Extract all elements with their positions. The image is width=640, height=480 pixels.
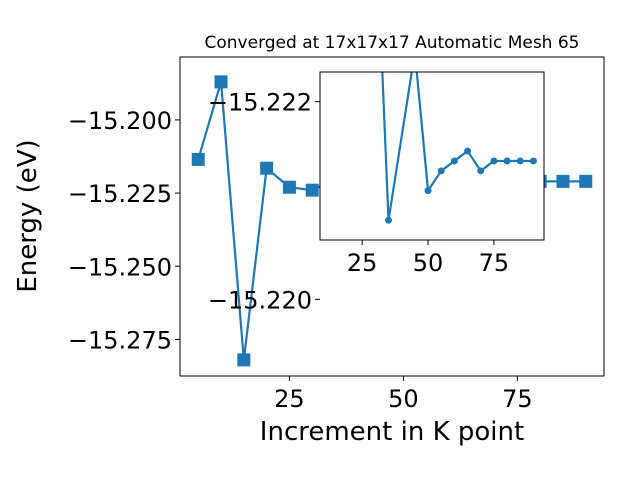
inset-data-point	[424, 187, 432, 195]
inset-y-tick-label: −15.220	[208, 286, 312, 314]
inset-plot-area	[381, 72, 537, 224]
main-y-tick-label: −15.250	[68, 253, 172, 281]
y-axis-label: Energy (eV)	[13, 139, 43, 292]
main-chart: 25 50 75 −15.200 −15.225 −15.250 −15.275 Conve…	[13, 33, 605, 447]
main-data-point	[305, 183, 319, 197]
inset-series-group	[381, 72, 537, 224]
inset-y-tick-label: −15.222	[208, 89, 312, 117]
main-data-point	[282, 180, 296, 194]
inset-data-point	[516, 157, 524, 165]
inset-x-tick-label: 25	[347, 249, 378, 277]
main-x-tick-label: 75	[502, 385, 533, 413]
main-x-tick-label: 50	[388, 385, 419, 413]
main-y-tick-label: −15.275	[68, 326, 172, 354]
inset-data-point	[490, 157, 498, 165]
inset-chart: 25 50 75 −15.222 −15.220	[208, 71, 545, 315]
inset-data-point	[503, 157, 511, 165]
main-y-tick-label: −15.225	[68, 180, 172, 208]
inset-x-tick-label: 50	[413, 249, 444, 277]
main-data-point	[579, 174, 593, 188]
main-axes-frame	[179, 56, 605, 377]
x-axis-label: Increment in K point	[260, 417, 524, 447]
inset-data-point	[450, 157, 458, 165]
main-data-point	[260, 161, 274, 175]
main-data-point	[214, 75, 228, 89]
main-data-point	[237, 353, 251, 367]
main-data-point	[191, 152, 205, 166]
main-ticks: 25 50 75 −15.200 −15.225 −15.250 −15.275	[68, 107, 533, 413]
inset-data-point	[529, 157, 537, 165]
main-data-point	[556, 174, 570, 188]
inset-background	[320, 72, 544, 240]
inset-data-point	[477, 167, 485, 175]
inset-data-point	[385, 216, 393, 224]
inset-data-point	[464, 147, 472, 155]
main-y-tick-label: −15.200	[68, 107, 172, 135]
inset-data-point	[437, 167, 445, 175]
inset-ticks: 25 50 75 −15.222 −15.220	[208, 89, 509, 315]
main-x-tick-label: 25	[274, 385, 305, 413]
chart-title: Converged at 17x17x17 Automatic Mesh 65	[205, 33, 580, 53]
inset-axes-frame	[319, 71, 545, 241]
inset-x-tick-label: 75	[479, 249, 510, 277]
